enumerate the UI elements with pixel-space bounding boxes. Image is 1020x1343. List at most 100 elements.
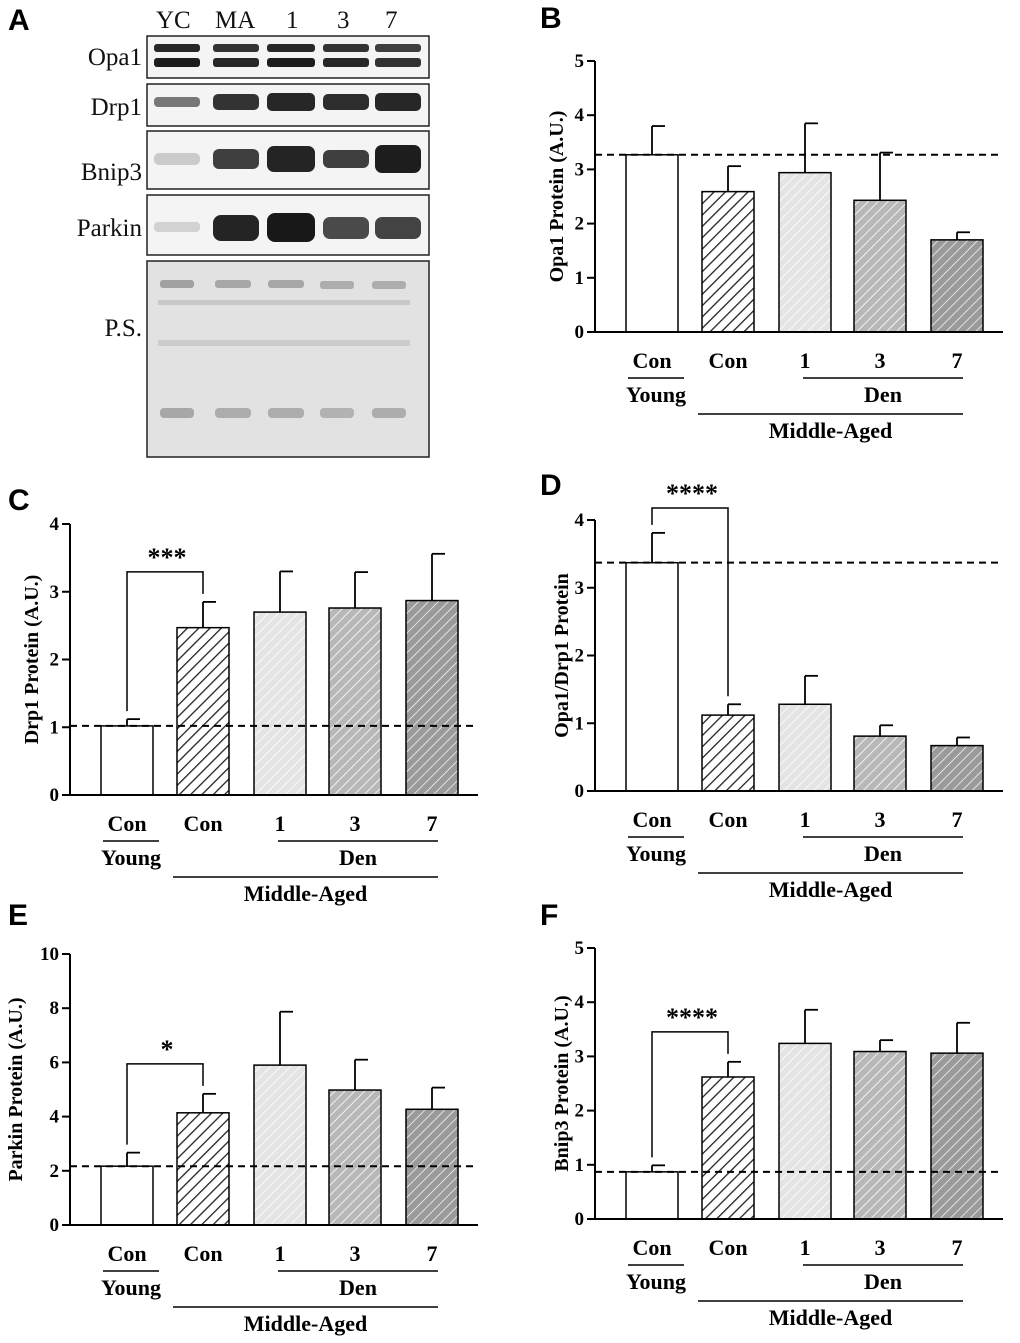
category-label: Con xyxy=(632,807,671,832)
y-axis-title: Bnip3 Protein (A.U.) xyxy=(551,995,573,1171)
category-label: 7 xyxy=(427,1241,438,1266)
category-label: 7 xyxy=(952,1235,963,1260)
category-label: 7 xyxy=(952,348,963,373)
y-tick-label: 6 xyxy=(50,1052,60,1073)
category-label: Con xyxy=(183,811,222,836)
panel-letter-f: F xyxy=(540,899,558,932)
y-axis-title: Drp1 Protein (A.U.) xyxy=(21,575,43,745)
category-label: 1 xyxy=(275,811,286,836)
significance-label: **** xyxy=(666,479,718,508)
group-label-den: Den xyxy=(864,841,902,866)
y-tick-label: 3 xyxy=(575,1046,585,1067)
y-tick-label: 3 xyxy=(50,582,60,603)
group-label-young: Young xyxy=(101,1275,161,1300)
category-label: 3 xyxy=(350,1241,361,1266)
y-tick-label: 5 xyxy=(575,938,585,959)
bar-3 xyxy=(853,1050,907,1220)
y-tick-label: 3 xyxy=(575,159,585,180)
bar-2 xyxy=(778,1042,832,1220)
bar-4 xyxy=(930,239,984,333)
y-tick-label: 4 xyxy=(575,105,585,126)
bar-3 xyxy=(853,735,907,792)
group-label-den: Den xyxy=(864,382,902,407)
bar-4 xyxy=(930,1052,984,1220)
category-label: Con xyxy=(708,1235,747,1260)
lane-label-3: 3 xyxy=(337,7,350,34)
category-label: 1 xyxy=(800,1235,811,1260)
category-label: 1 xyxy=(800,348,811,373)
blot-panel: A YC MA 1 3 7 Opa1 Drp1 Bnip3 Parkin P.S… xyxy=(8,4,430,458)
category-label: 1 xyxy=(275,1241,286,1266)
y-tick-label: 0 xyxy=(575,781,585,802)
bar-3 xyxy=(328,607,382,796)
bar-1 xyxy=(701,190,755,333)
significance-label: **** xyxy=(666,1003,718,1032)
blot-label-parkin: Parkin xyxy=(77,215,143,242)
group-label-den: Den xyxy=(339,845,377,870)
category-label: 7 xyxy=(427,811,438,836)
lane-label-7: 7 xyxy=(385,7,398,34)
y-tick-label: 4 xyxy=(50,1107,60,1128)
bar-2 xyxy=(778,171,832,333)
category-label: 1 xyxy=(800,807,811,832)
y-tick-label: 1 xyxy=(575,268,585,289)
bar-0 xyxy=(625,561,679,792)
y-tick-label: 3 xyxy=(575,578,585,599)
blot-label-drp1: Drp1 xyxy=(91,94,142,121)
lane-label-1: 1 xyxy=(286,7,299,34)
y-axis-title: Parkin Protein (A.U.) xyxy=(5,997,27,1181)
group-label-young: Young xyxy=(101,845,161,870)
y-tick-label: 2 xyxy=(575,214,585,235)
group-label-young: Young xyxy=(626,1269,686,1294)
chart-panel-d: D 0 1 2 3 4 Opa1/Drp1 Protein Con Con 1 3 7 Young Den… xyxy=(540,469,1003,902)
panel-letter-b: B xyxy=(540,2,562,35)
group-label-middle-aged: Middle-Aged xyxy=(769,877,892,902)
bar-1 xyxy=(176,1112,230,1226)
category-label: 3 xyxy=(350,811,361,836)
chart-panel-f: F 0 1 2 3 4 5 Bnip3 Protein (A.U.) Con Con 1 3 7 Youn… xyxy=(540,899,1003,1330)
category-label: 3 xyxy=(875,1235,886,1260)
bar-2 xyxy=(253,1064,307,1226)
y-tick-label: 1 xyxy=(575,713,585,734)
blot-strip-drp1 xyxy=(146,83,430,127)
y-tick-label: 8 xyxy=(50,998,60,1019)
y-tick-label: 2 xyxy=(575,646,585,667)
group-label-middle-aged: Middle-Aged xyxy=(769,418,892,443)
category-label: 7 xyxy=(952,807,963,832)
y-tick-label: 1 xyxy=(575,1155,585,1176)
category-label: Con xyxy=(632,348,671,373)
blot-label-opa1: Opa1 xyxy=(88,44,142,71)
category-label: 3 xyxy=(875,348,886,373)
blot-strip-opa1 xyxy=(146,35,430,79)
bar-2 xyxy=(253,611,307,796)
y-tick-label: 5 xyxy=(575,51,585,72)
category-label: Con xyxy=(632,1235,671,1260)
lane-label-ma: MA xyxy=(215,7,255,34)
bar-1 xyxy=(701,714,755,792)
bar-3 xyxy=(328,1089,382,1226)
chart-panel-b: B 0 1 2 3 4 5 Opa1 Protein (A.U.) Con Con 1 3 7 Young… xyxy=(540,2,1003,443)
group-label-young: Young xyxy=(626,841,686,866)
y-tick-label: 2 xyxy=(50,650,60,671)
category-label: Con xyxy=(183,1241,222,1266)
bar-0 xyxy=(625,154,679,333)
significance-bracket xyxy=(126,571,204,712)
significance-bracket xyxy=(651,1031,729,1158)
bar-1 xyxy=(176,626,230,796)
bar-1 xyxy=(701,1076,755,1220)
lane-labels: YC MA 1 3 7 xyxy=(156,7,398,34)
y-tick-label: 0 xyxy=(575,322,585,343)
bar-4 xyxy=(405,599,459,796)
blot-label-bnip3: Bnip3 xyxy=(81,159,142,186)
y-axis-title: Opa1/Drp1 Protein xyxy=(551,573,573,738)
blot-strip-bnip3 xyxy=(146,130,430,190)
y-tick-label: 4 xyxy=(575,510,585,531)
significance-bracket xyxy=(126,1063,204,1145)
category-label: Con xyxy=(708,807,747,832)
significance-label: *** xyxy=(148,543,187,572)
bar-3 xyxy=(853,199,907,333)
significance-bracket xyxy=(651,507,729,697)
group-label-den: Den xyxy=(864,1269,902,1294)
y-tick-label: 0 xyxy=(575,1209,585,1230)
